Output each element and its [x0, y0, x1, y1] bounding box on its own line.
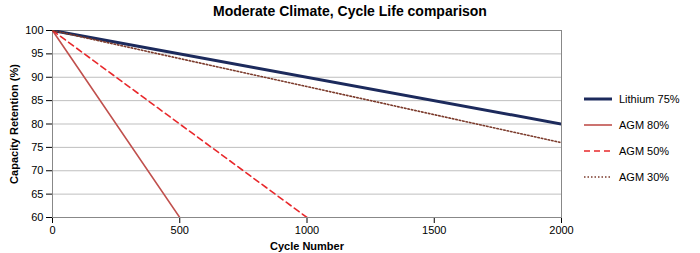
- svg-text:90: 90: [31, 71, 43, 83]
- svg-text:70: 70: [31, 164, 43, 176]
- svg-text:500: 500: [171, 224, 189, 236]
- svg-text:2000: 2000: [549, 224, 573, 236]
- svg-text:60: 60: [31, 211, 43, 223]
- html-text:Lithium 75%: Lithium 75%: [619, 92, 680, 105]
- svg-text:Capacity Retention (%): Capacity Retention (%): [8, 64, 20, 184]
- svg-text:1000: 1000: [295, 224, 319, 236]
- html-text:Moderate Climate, Cycle Life c: Moderate Climate, Cycle Life comparison: [213, 3, 487, 19]
- html-text:AGM 80%: AGM 80%: [619, 118, 670, 131]
- html-text:AGM 50%: AGM 50%: [619, 144, 670, 157]
- svg-text:85: 85: [31, 94, 43, 106]
- svg-text:0: 0: [49, 224, 55, 236]
- html-text:AGM 30%: AGM 30%: [619, 170, 670, 183]
- svg-text:Cycle Number: Cycle Number: [270, 240, 345, 252]
- svg-text:80: 80: [31, 118, 43, 130]
- svg-text:1500: 1500: [422, 224, 446, 236]
- svg-text:65: 65: [31, 188, 43, 200]
- svg-text:100: 100: [25, 24, 43, 36]
- svg-text:75: 75: [31, 141, 43, 153]
- svg-text:95: 95: [31, 47, 43, 59]
